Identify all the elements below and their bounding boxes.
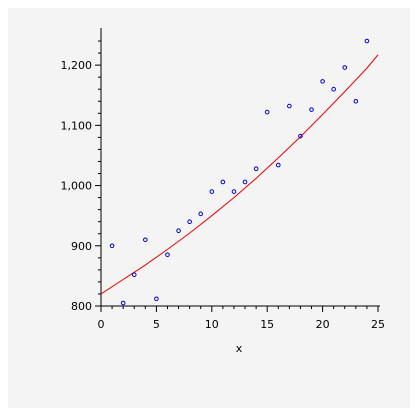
data-point xyxy=(209,189,215,194)
fit-curve-line xyxy=(100,54,379,295)
y-tick-label: 900 xyxy=(71,240,92,253)
data-point xyxy=(353,98,359,104)
data-point xyxy=(242,179,248,185)
data-point xyxy=(320,79,325,84)
data-point xyxy=(331,86,336,92)
data-point xyxy=(231,189,237,194)
data-point xyxy=(364,38,370,44)
data-point xyxy=(275,162,281,168)
x-tick-label: 5 xyxy=(153,318,160,331)
y-tick-label: 1,000 xyxy=(61,180,93,193)
x-tick-label: 0 xyxy=(98,318,105,331)
data-points xyxy=(109,38,370,306)
x-tick-label: 15 xyxy=(260,318,274,331)
fit-curve-layer xyxy=(100,54,379,295)
data-point xyxy=(109,243,115,249)
data-point xyxy=(165,252,170,258)
x-tick-label: 25 xyxy=(371,318,385,331)
y-tick-label: 1,200 xyxy=(61,59,93,72)
data-point xyxy=(154,296,159,302)
data-point xyxy=(176,228,181,234)
axes: 800 900 1,000 1,100 1,200 0 5 10 15 20 25 xyxy=(61,28,385,331)
data-point xyxy=(131,272,137,277)
data-point xyxy=(220,179,226,185)
data-point xyxy=(120,300,126,306)
data-point xyxy=(253,166,259,171)
x-tick-label: 10 xyxy=(205,318,219,331)
x-axis-title: x xyxy=(236,342,243,355)
data-point xyxy=(143,237,148,243)
data-point xyxy=(187,219,192,224)
y-tick-label: 1,100 xyxy=(61,119,93,132)
data-point xyxy=(298,133,303,139)
data-point xyxy=(342,65,348,70)
data-point xyxy=(264,109,270,115)
data-point xyxy=(287,103,292,109)
x-tick-label: 20 xyxy=(316,318,330,331)
y-tick-label: 800 xyxy=(71,300,92,313)
data-point xyxy=(309,107,314,112)
plot-background xyxy=(8,8,410,408)
data-point xyxy=(198,211,204,217)
